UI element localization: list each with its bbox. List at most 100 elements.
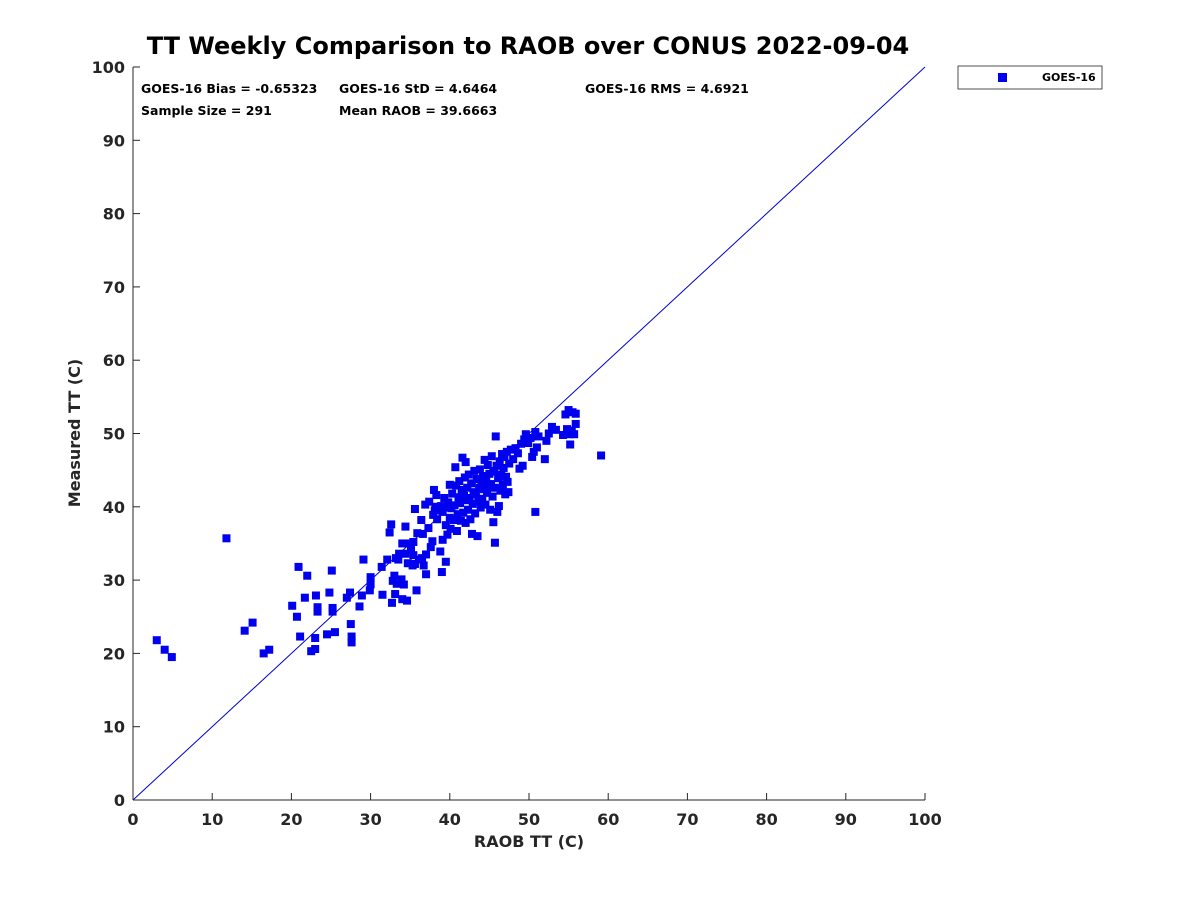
- data-point: [505, 459, 514, 468]
- data-point: [449, 515, 458, 524]
- data-point: [540, 455, 549, 464]
- data-point: [409, 537, 418, 546]
- data-point: [387, 598, 396, 607]
- data-point: [502, 472, 511, 481]
- y-tick-label: 70: [103, 278, 125, 297]
- data-point: [499, 463, 508, 472]
- data-point: [437, 502, 446, 511]
- data-point: [160, 645, 169, 654]
- data-point: [467, 529, 476, 538]
- data-point: [495, 457, 504, 466]
- data-point: [563, 425, 572, 434]
- data-point: [167, 653, 176, 662]
- data-point: [481, 500, 490, 509]
- data-point: [412, 586, 421, 595]
- data-point: [437, 568, 446, 577]
- data-point: [482, 475, 491, 484]
- x-tick-label: 40: [439, 810, 461, 829]
- data-point: [464, 505, 473, 514]
- data-point: [480, 455, 489, 464]
- data-point: [417, 515, 426, 524]
- data-point: [441, 557, 450, 566]
- data-point: [490, 538, 499, 547]
- data-point: [409, 551, 418, 560]
- data-point: [438, 507, 447, 516]
- data-point: [460, 491, 469, 500]
- data-point: [346, 620, 355, 629]
- data-point: [288, 601, 297, 610]
- data-point: [467, 479, 476, 488]
- data-point: [455, 477, 464, 486]
- data-point: [395, 549, 404, 558]
- data-point: [355, 602, 364, 611]
- data-point: [442, 503, 451, 512]
- x-tick-label: 60: [597, 810, 619, 829]
- data-point: [410, 504, 419, 513]
- data-point: [468, 499, 477, 508]
- data-point: [398, 539, 407, 548]
- x-tick-label: 100: [908, 810, 941, 829]
- data-point: [531, 428, 540, 437]
- data-point: [440, 494, 449, 503]
- data-point: [491, 432, 500, 441]
- data-point: [426, 543, 435, 552]
- data-point: [476, 503, 485, 512]
- data-point: [466, 515, 475, 524]
- x-tick-label: 90: [835, 810, 857, 829]
- data-point: [385, 528, 394, 537]
- data-point: [461, 518, 470, 527]
- data-point: [300, 593, 309, 602]
- data-point: [496, 486, 505, 495]
- data-point: [429, 485, 438, 494]
- data-point: [366, 573, 375, 582]
- data-point: [432, 491, 441, 500]
- data-point: [428, 537, 437, 546]
- data-point: [497, 470, 506, 479]
- data-point: [504, 488, 513, 497]
- data-point: [424, 524, 433, 533]
- data-point: [296, 632, 305, 641]
- data-point: [347, 632, 356, 641]
- stat-sample-size: Sample Size = 291: [141, 103, 272, 118]
- y-tick-label: 100: [92, 58, 125, 77]
- data-point: [500, 452, 509, 461]
- data-point: [347, 638, 356, 647]
- data-point: [473, 532, 482, 541]
- data-point: [311, 645, 320, 654]
- data-point: [313, 607, 322, 616]
- data-point: [446, 524, 455, 533]
- data-point: [597, 451, 606, 460]
- legend-box: [957, 65, 1103, 90]
- data-point: [461, 458, 470, 467]
- data-point: [503, 477, 512, 486]
- data-point: [489, 518, 498, 527]
- data-point: [483, 488, 492, 497]
- data-point: [422, 550, 431, 559]
- data-point: [403, 559, 412, 568]
- data-point: [342, 593, 351, 602]
- x-tick-label: 0: [127, 810, 138, 829]
- data-point: [570, 430, 579, 439]
- data-point: [531, 507, 540, 516]
- data-point: [450, 501, 459, 510]
- data-point: [425, 497, 434, 506]
- data-point: [561, 410, 570, 419]
- data-point: [222, 534, 231, 543]
- data-point: [529, 447, 538, 456]
- data-point: [391, 590, 400, 599]
- data-point: [387, 520, 396, 529]
- data-point: [463, 483, 472, 492]
- legend: GOES-16: [957, 65, 1103, 90]
- data-point: [509, 455, 518, 464]
- data-point: [259, 649, 268, 658]
- data-point: [240, 626, 249, 635]
- plot-area: [132, 66, 926, 801]
- data-point: [401, 522, 410, 531]
- legend-marker-square: [998, 73, 1007, 82]
- data-point: [433, 515, 442, 524]
- data-point: [441, 521, 450, 530]
- x-tick-label: 10: [201, 810, 223, 829]
- data-point: [534, 432, 543, 441]
- data-point: [392, 579, 401, 588]
- y-axis-ticks: 0 10 20 30 40 50 60 70 80 90 100: [92, 58, 140, 810]
